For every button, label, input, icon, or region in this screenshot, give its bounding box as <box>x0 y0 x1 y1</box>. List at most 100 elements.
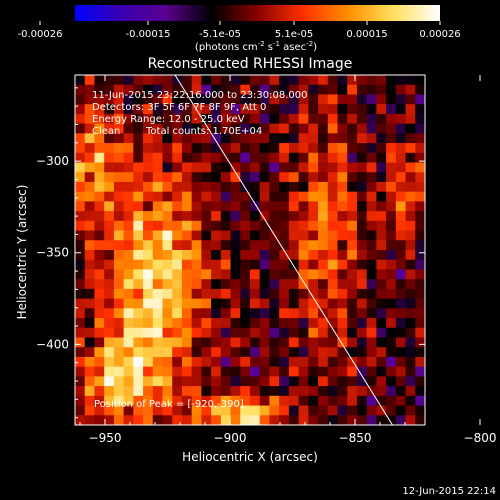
heatmap-cell <box>220 327 232 338</box>
heatmap-cell <box>84 259 95 270</box>
heatmap-cell <box>75 133 86 144</box>
heatmap-cell <box>123 415 134 425</box>
heatmap-cell <box>308 337 319 348</box>
solar-limb-line <box>174 75 393 425</box>
heatmap-cell <box>337 201 348 212</box>
heatmap-cell <box>250 84 261 95</box>
heatmap-cell <box>347 181 358 193</box>
heatmap-cell <box>376 366 387 377</box>
heatmap-cell <box>230 220 241 232</box>
heatmap-cell <box>395 347 407 358</box>
heatmap-cell <box>75 386 86 397</box>
heatmap-cell <box>318 279 329 290</box>
heatmap-cell <box>230 347 241 358</box>
heatmap-cell <box>201 133 212 144</box>
heatmap-cell <box>172 162 183 173</box>
heatmap-cell <box>172 356 183 368</box>
heatmap-cell <box>269 75 280 86</box>
heatmap-cell <box>201 269 212 280</box>
heatmap-cell <box>318 376 329 387</box>
heatmap-cell <box>356 172 368 183</box>
heatmap-cell <box>191 327 202 338</box>
heatmap-cell <box>162 347 173 358</box>
heatmap-cell <box>279 104 290 115</box>
heatmap-cell <box>84 347 95 358</box>
heatmap-cell <box>415 259 425 270</box>
heatmap-cell <box>405 162 416 173</box>
heatmap-cell <box>250 172 261 183</box>
heatmap-cell <box>104 181 115 193</box>
heatmap-cell <box>94 84 105 95</box>
heatmap-cell <box>376 133 387 144</box>
heatmap-cell <box>415 143 425 154</box>
heatmap-cell <box>211 250 222 261</box>
heatmap-cell <box>279 123 290 134</box>
heatmap-cell <box>356 133 368 144</box>
heatmap-cell <box>356 347 368 358</box>
heatmap-cell <box>395 308 407 319</box>
heatmap-cell <box>250 250 261 261</box>
heatmap-cell <box>386 152 397 163</box>
heatmap-cell <box>376 84 387 95</box>
heatmap-cell <box>211 84 222 95</box>
heatmap-cell <box>152 386 163 397</box>
heatmap-cell <box>104 113 115 125</box>
heatmap-cell <box>75 395 86 407</box>
heatmap-cell <box>356 94 368 105</box>
colorbar-tick-label: -0.00026 <box>18 29 63 40</box>
heatmap-cell <box>269 298 280 309</box>
heatmap-cell <box>327 75 338 86</box>
heatmap-cell <box>181 356 193 368</box>
heatmap-cell <box>337 84 348 95</box>
heatmap-cell <box>162 152 173 163</box>
heatmap-cell <box>279 84 290 95</box>
heatmap-cell <box>327 376 338 387</box>
heatmap-cell <box>172 104 183 115</box>
heatmap-cell <box>230 152 241 163</box>
heatmap-cell <box>240 356 251 368</box>
heatmap-cell <box>240 211 251 222</box>
heatmap-cell <box>143 191 154 202</box>
heatmap-cell <box>191 162 202 173</box>
heatmap-cell <box>143 308 154 319</box>
heatmap-cell <box>220 337 232 348</box>
heatmap-cell <box>347 347 358 358</box>
heatmap-cell <box>318 211 329 222</box>
heatmap-cell <box>240 123 251 134</box>
heatmap-cell <box>240 308 251 319</box>
heatmap-cell <box>386 376 397 387</box>
heatmap-cell <box>259 347 270 358</box>
heatmap-cell <box>250 133 261 144</box>
heatmap-cell <box>308 220 319 232</box>
heatmap-cell <box>288 250 300 261</box>
heatmap-cell <box>366 152 377 163</box>
heatmap-cell <box>75 376 86 387</box>
heatmap-cell <box>347 230 358 241</box>
heatmap-cell <box>356 181 368 193</box>
heatmap-cell <box>104 220 115 232</box>
heatmap-cell <box>143 318 154 329</box>
heatmap-cell <box>405 211 416 222</box>
heatmap-cell <box>386 94 397 105</box>
heatmap-cell <box>211 230 222 241</box>
heatmap-cell <box>298 152 309 163</box>
heatmap-cell <box>347 123 358 134</box>
heatmap-cell <box>94 395 105 407</box>
heatmap-cell <box>395 405 407 416</box>
heatmap-cell <box>162 337 173 348</box>
heatmap-cell <box>172 337 183 348</box>
heatmap-cell <box>318 288 329 300</box>
heatmap-cell <box>84 395 95 407</box>
heatmap-cell <box>298 279 309 290</box>
heatmap-cell <box>94 308 105 319</box>
heatmap-cell <box>191 84 202 95</box>
heatmap-cell <box>152 152 163 163</box>
heatmap-cell <box>395 162 407 173</box>
heatmap-cell <box>405 152 416 163</box>
heatmap-cell <box>415 191 425 202</box>
heatmap-cell <box>308 288 319 300</box>
heatmap-cell <box>318 152 329 163</box>
heatmap-cell <box>298 230 309 241</box>
heatmap-cell <box>279 356 290 368</box>
heatmap-cell <box>104 298 115 309</box>
